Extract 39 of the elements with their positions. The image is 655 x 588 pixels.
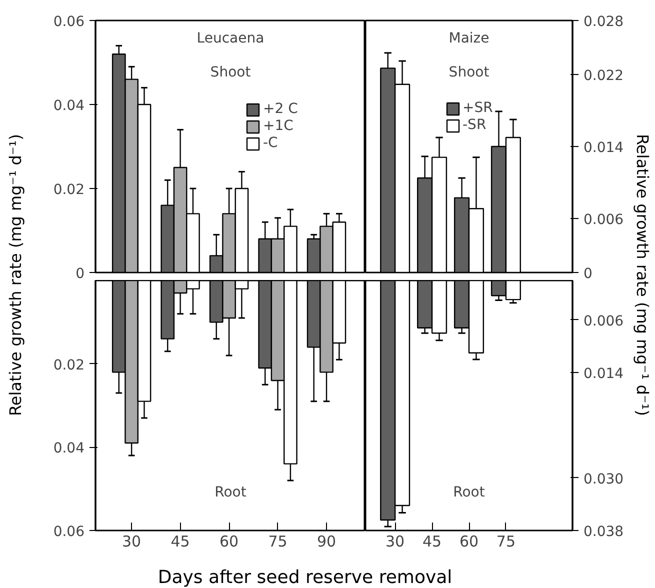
text: Maize [448, 30, 490, 46]
y-tick-label: 0.030 [584, 471, 624, 488]
legend-label: +SR [462, 100, 493, 116]
y-tick-label: 0 [584, 266, 592, 282]
y-axis-title: Relative growth rate (mg mg⁻¹ d⁻¹) [5, 134, 26, 416]
y-tick-label: 0.04 [53, 98, 85, 114]
x-tick-label: 30 [122, 532, 142, 550]
y-tick-label: 0.06 [53, 524, 85, 540]
y-tick-label: 0.04 [53, 440, 85, 457]
y-tick-label: 0.02 [53, 182, 84, 198]
y-tick-label: 0.006 [584, 313, 624, 330]
x-axis-title: Days after seed reserve removal [158, 566, 452, 588]
annotation: Shoot [448, 64, 490, 80]
x-tick-label: 75 [496, 532, 516, 550]
annotation: Root [214, 484, 247, 500]
x-tick-label: 75 [268, 532, 288, 550]
x-tick-label: 60 [459, 532, 479, 550]
x-tick-label: 90 [316, 532, 336, 550]
annotation: Root [453, 484, 486, 500]
y-tick-label: 0.028 [584, 14, 624, 30]
legend-label: +2 C [263, 101, 298, 117]
y-tick-label: 0.014 [584, 140, 624, 156]
x-tick-label: 60 [219, 532, 239, 550]
x-tick-label: 45 [170, 532, 190, 550]
legend-label: +1C [263, 118, 294, 134]
annotation: Shoot [210, 64, 252, 80]
x-tick-label: 45 [422, 532, 442, 550]
x-tick-label: 30 [386, 532, 405, 550]
y-tick-label: 0.006 [584, 212, 624, 228]
y-tick-label: 0.02 [53, 357, 84, 374]
y-tick-label: 0.022 [584, 68, 624, 84]
y-tick-label: 0.014 [584, 366, 624, 382]
y-axis-title: Relative growth rate (mg mg⁻¹ d⁻¹) [632, 134, 653, 416]
y-tick-label: 0 [76, 266, 85, 282]
legend-label: -C [263, 135, 279, 151]
y-tick-label: 0.038 [584, 524, 624, 540]
y-tick-label: 0.06 [53, 14, 85, 30]
legend-label: -SR [462, 117, 486, 133]
text: Leucaena [196, 30, 264, 46]
